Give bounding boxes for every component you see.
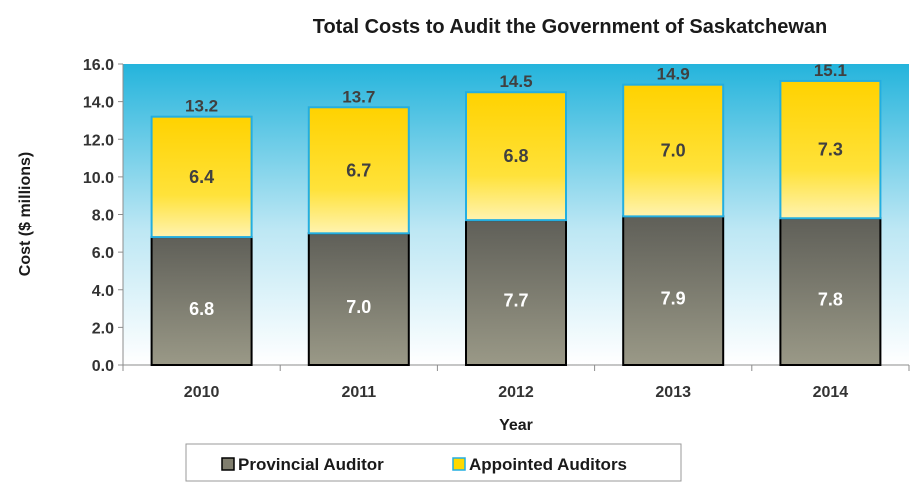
y-tick-label: 16.0	[83, 57, 114, 74]
data-label-appointed-auditors: 6.7	[346, 160, 371, 180]
y-tick-label: 0.0	[92, 358, 114, 375]
bar-appointed-auditors	[307, 106, 410, 235]
data-label-total: 14.9	[657, 65, 690, 84]
bar-appointed-auditors	[779, 79, 882, 220]
chart-title: Total Costs to Audit the Government of S…	[313, 16, 828, 38]
legend-box	[185, 443, 682, 482]
y-tick-label: 12.0	[83, 132, 114, 149]
data-label-appointed-auditors: 7.3	[818, 140, 843, 160]
data-label-provincial-auditor: 7.8	[818, 290, 843, 310]
legend: Provincial Auditor Appointed Auditors	[185, 443, 682, 482]
bar-appointed-auditors	[465, 91, 567, 222]
bar-appointed-auditors	[150, 115, 253, 239]
bar-provincial-auditor	[465, 219, 567, 366]
x-tick-label: 2010	[184, 384, 220, 401]
x-tick-label: 2012	[498, 384, 534, 401]
bar-provincial-auditor	[779, 217, 882, 366]
data-label-appointed-auditors: 6.8	[503, 146, 528, 166]
y-tick-label: 10.0	[83, 170, 114, 187]
x-axis-title: Year	[499, 417, 533, 434]
data-label-provincial-auditor: 7.7	[503, 291, 528, 311]
y-tick-label: 4.0	[92, 283, 114, 300]
x-tick-label: 2013	[655, 384, 691, 401]
data-label-provincial-auditor: 7.0	[346, 297, 371, 317]
bar-provincial-auditor	[307, 232, 410, 366]
y-tick-label: 8.0	[92, 208, 114, 225]
y-tick-label: 14.0	[83, 95, 114, 112]
y-tick-label: 6.0	[92, 245, 114, 262]
y-tick-label: 2.0	[92, 320, 114, 337]
data-label-appointed-auditors: 7.0	[661, 141, 686, 161]
data-label-total: 13.2	[185, 97, 218, 116]
y-axis-title: Cost ($ millions)	[17, 152, 34, 276]
legend-swatch-provincial-auditor	[221, 457, 235, 471]
data-label-appointed-auditors: 6.4	[189, 167, 214, 187]
bar-appointed-auditors	[622, 83, 725, 218]
legend-swatch-appointed-auditors	[452, 457, 466, 471]
x-tick-label: 2014	[813, 384, 849, 401]
bar-provincial-auditor	[150, 236, 253, 366]
bars: 6.8 6.4 13.2 7.0 6.7 13.7 7.7 6.8 14.5 7.9 7.0 14.9…	[150, 61, 882, 366]
x-axis: 2010 2011 2012 2013 2014	[122, 364, 910, 401]
x-tick-label: 2011	[341, 384, 376, 401]
data-label-total: 15.1	[814, 61, 847, 80]
data-label-total: 14.5	[499, 72, 532, 91]
data-label-provincial-auditor: 6.8	[189, 299, 214, 319]
data-label-total: 13.7	[342, 87, 375, 106]
legend-label-appointed-auditors: Appointed Auditors	[469, 455, 627, 474]
data-label-provincial-auditor: 7.9	[661, 289, 686, 309]
y-axis: 0.0 2.0 4.0 6.0 8.0 10.0 12.0 14.0 16.0	[83, 57, 124, 375]
legend-label-provincial-auditor: Provincial Auditor	[238, 455, 384, 474]
